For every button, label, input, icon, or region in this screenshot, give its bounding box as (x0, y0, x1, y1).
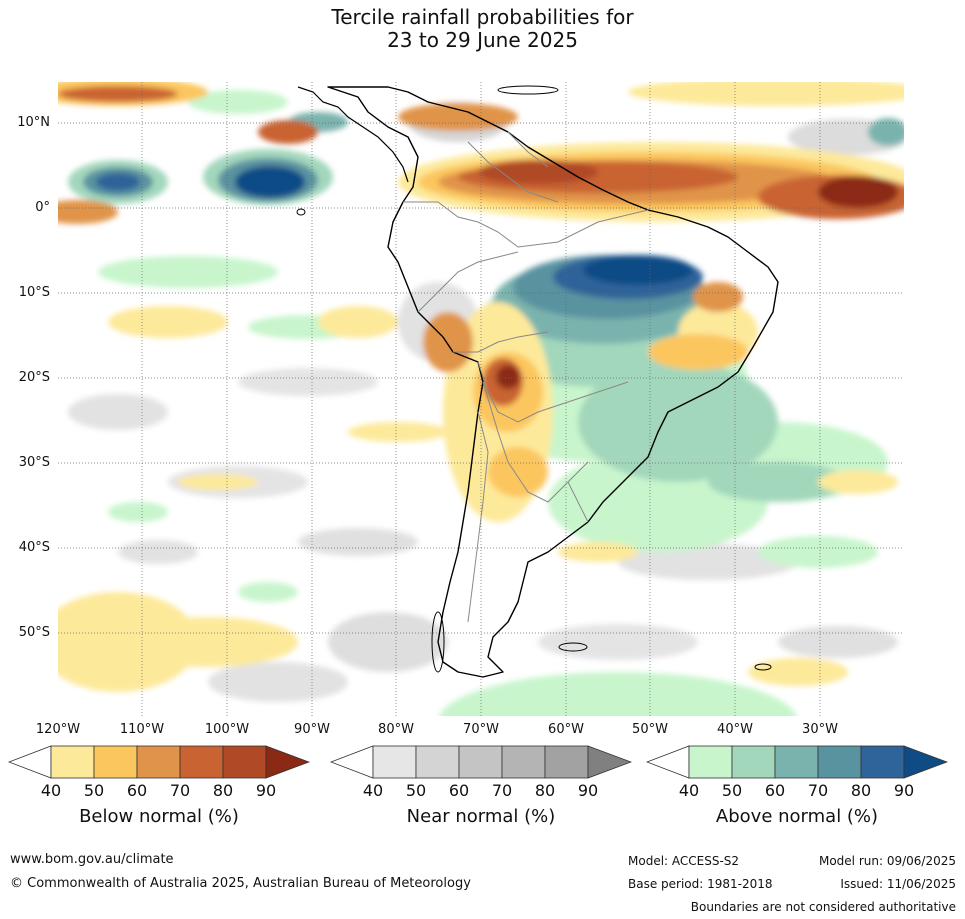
lat-label-0: 0° (35, 200, 50, 215)
lat-label-30s: 30°S (18, 455, 50, 470)
colorbar-below-normal-low-end (8, 745, 52, 779)
lon-label-60w: 60°W (548, 722, 584, 737)
footer-copyright: © Commonwealth of Australia 2025, Austra… (10, 876, 471, 891)
colorbar-below-normal-high-end (265, 745, 310, 779)
footer-url: www.bom.gov.au/climate (10, 852, 174, 867)
colorbar-above-normal-tick: 70 (807, 781, 829, 800)
colorbar-below-normal-tick: 80 (212, 781, 234, 800)
colorbar-below-normal-tick: 60 (126, 781, 148, 800)
map-canvas (58, 82, 904, 716)
colorbar-below-normal-segment (50, 745, 95, 779)
lon-label-50w: 50°W (632, 722, 668, 737)
forecast-map (58, 82, 904, 716)
colorbar-near-normal-segment (458, 745, 503, 779)
legend-title-above-normal: Above normal (%) (715, 806, 879, 827)
graticule (58, 82, 904, 716)
lon-label-30w: 30°W (802, 722, 838, 737)
colorbar-near-normal-tick: 50 (405, 781, 427, 800)
footer-disclaimer: Boundaries are not considered authoritat… (690, 900, 956, 914)
colorbar-below-normal-segment (93, 745, 138, 779)
colorbar-near-normal-segment (501, 745, 546, 779)
lon-label-110w: 110°W (119, 722, 165, 737)
footer-model: Model: ACCESS-S2 (628, 854, 740, 868)
lat-label-10s: 10°S (18, 285, 50, 300)
colorbar-near-normal-tick: 40 (362, 781, 384, 800)
colorbar-near-normal-tick: 70 (491, 781, 513, 800)
lon-label-100w: 100°W (204, 722, 250, 737)
colorbar-above-normal-segment (688, 745, 733, 779)
colorbar-below-normal (8, 745, 310, 779)
colorbar-near-normal-tick: 90 (577, 781, 599, 800)
lon-label-40w: 40°W (717, 722, 753, 737)
colorbar-near-normal-tick: 80 (534, 781, 556, 800)
central-america-coastline (297, 86, 409, 183)
lat-label-20s: 20°S (18, 370, 50, 385)
colorbar-below-normal-segment (222, 745, 267, 779)
colorbar-above-normal-segment (860, 745, 905, 779)
footer-issued: Issued: 11/06/2025 (840, 877, 956, 891)
colorbar-below-normal-tick: 40 (40, 781, 62, 800)
colorbar-above-normal-tick: 60 (764, 781, 786, 800)
colorbar-below-normal-tick: 70 (169, 781, 191, 800)
lat-label-50s: 50°S (18, 625, 50, 640)
colorbar-above-normal-tick: 50 (721, 781, 743, 800)
colorbar-above-normal-segment (817, 745, 862, 779)
colorbar-near-normal-tick: 60 (448, 781, 470, 800)
colorbar-above-normal-tick: 40 (678, 781, 700, 800)
legend-title-near-normal: Near normal (%) (406, 806, 556, 827)
colorbar-above-normal-high-end (903, 745, 948, 779)
colorbar-near-normal-segment (415, 745, 460, 779)
colorbar-above-normal-low-end (646, 745, 690, 779)
colorbar-below-normal-segment (136, 745, 181, 779)
lat-label-10n: 10°N (17, 115, 50, 130)
colorbar-above-normal-segment (731, 745, 776, 779)
colorbar-above-normal-segment (774, 745, 819, 779)
colorbar-near-normal-segment (544, 745, 589, 779)
probability-fields (58, 82, 904, 716)
colorbar-below-normal-tick: 90 (255, 781, 277, 800)
lat-label-40s: 40°S (18, 540, 50, 555)
colorbar-near-normal (330, 745, 632, 779)
colorbar-below-normal-segment (179, 745, 224, 779)
lon-label-80w: 80°W (378, 722, 414, 737)
lon-label-90w: 90°W (294, 722, 330, 737)
lon-label-120w: 120°W (35, 722, 81, 737)
map-title-line1: Tercile rainfall probabilities for (331, 5, 634, 29)
colorbar-below-normal-tick: 50 (83, 781, 105, 800)
lon-label-70w: 70°W (463, 722, 499, 737)
footer-base-period: Base period: 1981-2018 (628, 877, 773, 891)
colorbar-above-normal-tick: 80 (850, 781, 872, 800)
legend-title-below-normal: Below normal (%) (79, 806, 239, 827)
colorbar-near-normal-high-end (587, 745, 632, 779)
colorbar-near-normal-low-end (330, 745, 374, 779)
country-borders (403, 131, 649, 623)
map-title-line2: 23 to 29 June 2025 (387, 28, 578, 52)
islands (296, 85, 772, 673)
footer-model-run: Model run: 09/06/2025 (818, 854, 956, 868)
colorbar-near-normal-segment (372, 745, 417, 779)
colorbar-above-normal (646, 745, 948, 779)
colorbar-above-normal-tick: 90 (893, 781, 915, 800)
